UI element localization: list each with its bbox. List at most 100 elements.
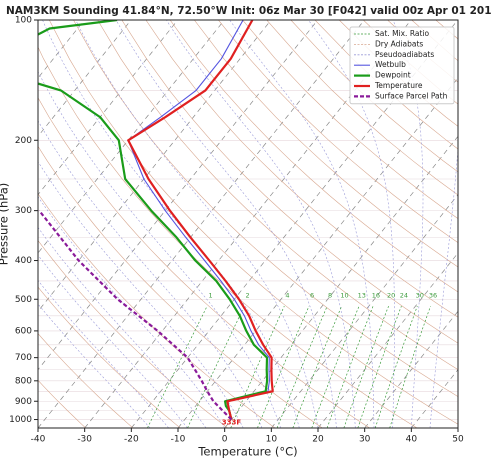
mixing-ratio-label: 6 (310, 291, 314, 299)
mixing-ratio-label: 20 (387, 291, 395, 299)
x-tick-label: -10 (171, 435, 186, 445)
profile-line (38, 20, 269, 420)
isotherm (38, 20, 272, 312)
legend-label: Sat. Mix. Ratio (375, 29, 429, 38)
legend-label: Dewpoint (375, 71, 411, 80)
mixing-ratio-line (187, 305, 245, 428)
dry-adiabat (38, 333, 134, 428)
x-tick-label: 20 (312, 435, 324, 445)
x-tick-label: 50 (452, 435, 464, 445)
mixing-ratio-label: 8 (328, 291, 332, 299)
profile-line (127, 20, 274, 420)
dry-adiabat (38, 286, 181, 428)
pseudoadiabat (38, 120, 263, 428)
pseudoadiabat (392, 20, 424, 428)
isotherm (38, 20, 319, 371)
isotherm (38, 20, 132, 137)
mixing-ratio-line (389, 305, 431, 428)
chart-title: NAM3KM Sounding 41.84°N, 72.50°W Init: 0… (6, 5, 492, 17)
isotherm (38, 20, 85, 79)
pseudoadiabat (38, 254, 188, 428)
x-tick-label: 0 (222, 435, 228, 445)
dry-adiabat (169, 20, 458, 293)
mixing-ratio-label: 36 (429, 291, 437, 299)
profile-line (127, 20, 270, 420)
pseudoadiabat (75, 20, 319, 428)
dry-adiabat (73, 20, 458, 397)
dry-adiabat (38, 97, 370, 428)
isotherm (38, 20, 365, 428)
dry-adiabat (38, 379, 86, 428)
y-tick-label: 300 (15, 206, 32, 216)
mixing-ratio-line (257, 305, 310, 428)
pseudoadiabat (38, 303, 151, 428)
mixing-ratio-label: 16 (372, 291, 380, 299)
pseudoadiabat (42, 20, 300, 428)
mixing-ratio-line (230, 305, 285, 428)
pseudoadiabat (38, 279, 169, 428)
isotherm (224, 135, 458, 428)
mixing-ratio-label: 4 (285, 291, 289, 299)
dry-adiabat (194, 20, 458, 268)
dry-adiabat (38, 239, 228, 428)
dry-adiabat (38, 193, 276, 428)
pseudoadiabat (38, 161, 244, 428)
dry-adiabat (145, 20, 458, 318)
mixing-ratio-label: 10 (340, 291, 348, 299)
mixing-ratio-line (326, 305, 374, 428)
y-tick-label: 1000 (9, 415, 32, 425)
dry-adiabat (242, 20, 458, 219)
dry-adiabat (49, 20, 458, 425)
profile-line (38, 209, 233, 421)
pseudoadiabat (229, 20, 375, 428)
pseudoadiabat (429, 144, 458, 428)
mixing-ratio-label: 13 (358, 291, 366, 299)
isotherm (38, 20, 225, 254)
legend-label: Dry Adiabats (375, 39, 423, 48)
mixing-ratio-line (357, 305, 402, 428)
y-axis-label: Pressure (hPa) (0, 183, 11, 266)
pseudoadiabat (38, 70, 281, 428)
legend-box (349, 26, 455, 105)
mixing-ratio-label: 30 (416, 291, 424, 299)
mixing-ratio-label: 1 (208, 291, 212, 299)
pseudoadiabat (38, 226, 207, 428)
mixing-ratio-line (343, 305, 389, 428)
plot-frame (37, 19, 459, 429)
x-tick-label: 10 (266, 435, 278, 445)
surface-label: 333F (222, 419, 242, 427)
x-tick-label: 40 (406, 435, 418, 445)
dry-adiabat (38, 46, 418, 428)
legend-label: Surface Parcel Path (375, 91, 448, 100)
pseudoadiabat (115, 20, 337, 428)
legend-label: Pseudoadiabats (375, 50, 434, 59)
dry-adiabat (97, 20, 458, 370)
y-tick-label: 800 (15, 376, 32, 386)
y-tick-label: 400 (15, 256, 32, 266)
profiles (38, 20, 274, 421)
mixing-ratio-line (292, 305, 343, 428)
mixing-ratio-line (276, 305, 328, 428)
y-tick-label: 200 (15, 136, 32, 146)
dry-adiabat (266, 20, 458, 196)
axes: 333F -40 -30 -20 -10 0 10 20 30 40 50 100 200 300 400 5… (9, 16, 464, 445)
y-tick-label: 700 (15, 353, 32, 363)
legend-label: Wetbulb (375, 60, 406, 69)
x-tick-label: 30 (359, 435, 371, 445)
y-tick-label: 500 (15, 295, 32, 305)
mixing-ratio-label: 24 (400, 291, 408, 299)
pseudoadiabat (38, 196, 225, 428)
x-tick-label: -40 (31, 435, 46, 445)
mixing-ratio-line (311, 305, 360, 428)
pseudoadiabat (308, 20, 395, 428)
isotherm (38, 20, 179, 196)
x-axis-label: Temperature (°C) (197, 445, 297, 459)
x-tick-label: -20 (124, 435, 139, 445)
y-tick-label: 900 (15, 397, 32, 407)
dry-adiabat (218, 20, 458, 243)
mixing-ratio-line (374, 305, 418, 428)
pseudoadiabat (166, 20, 356, 428)
x-tick-label: -30 (77, 435, 92, 445)
